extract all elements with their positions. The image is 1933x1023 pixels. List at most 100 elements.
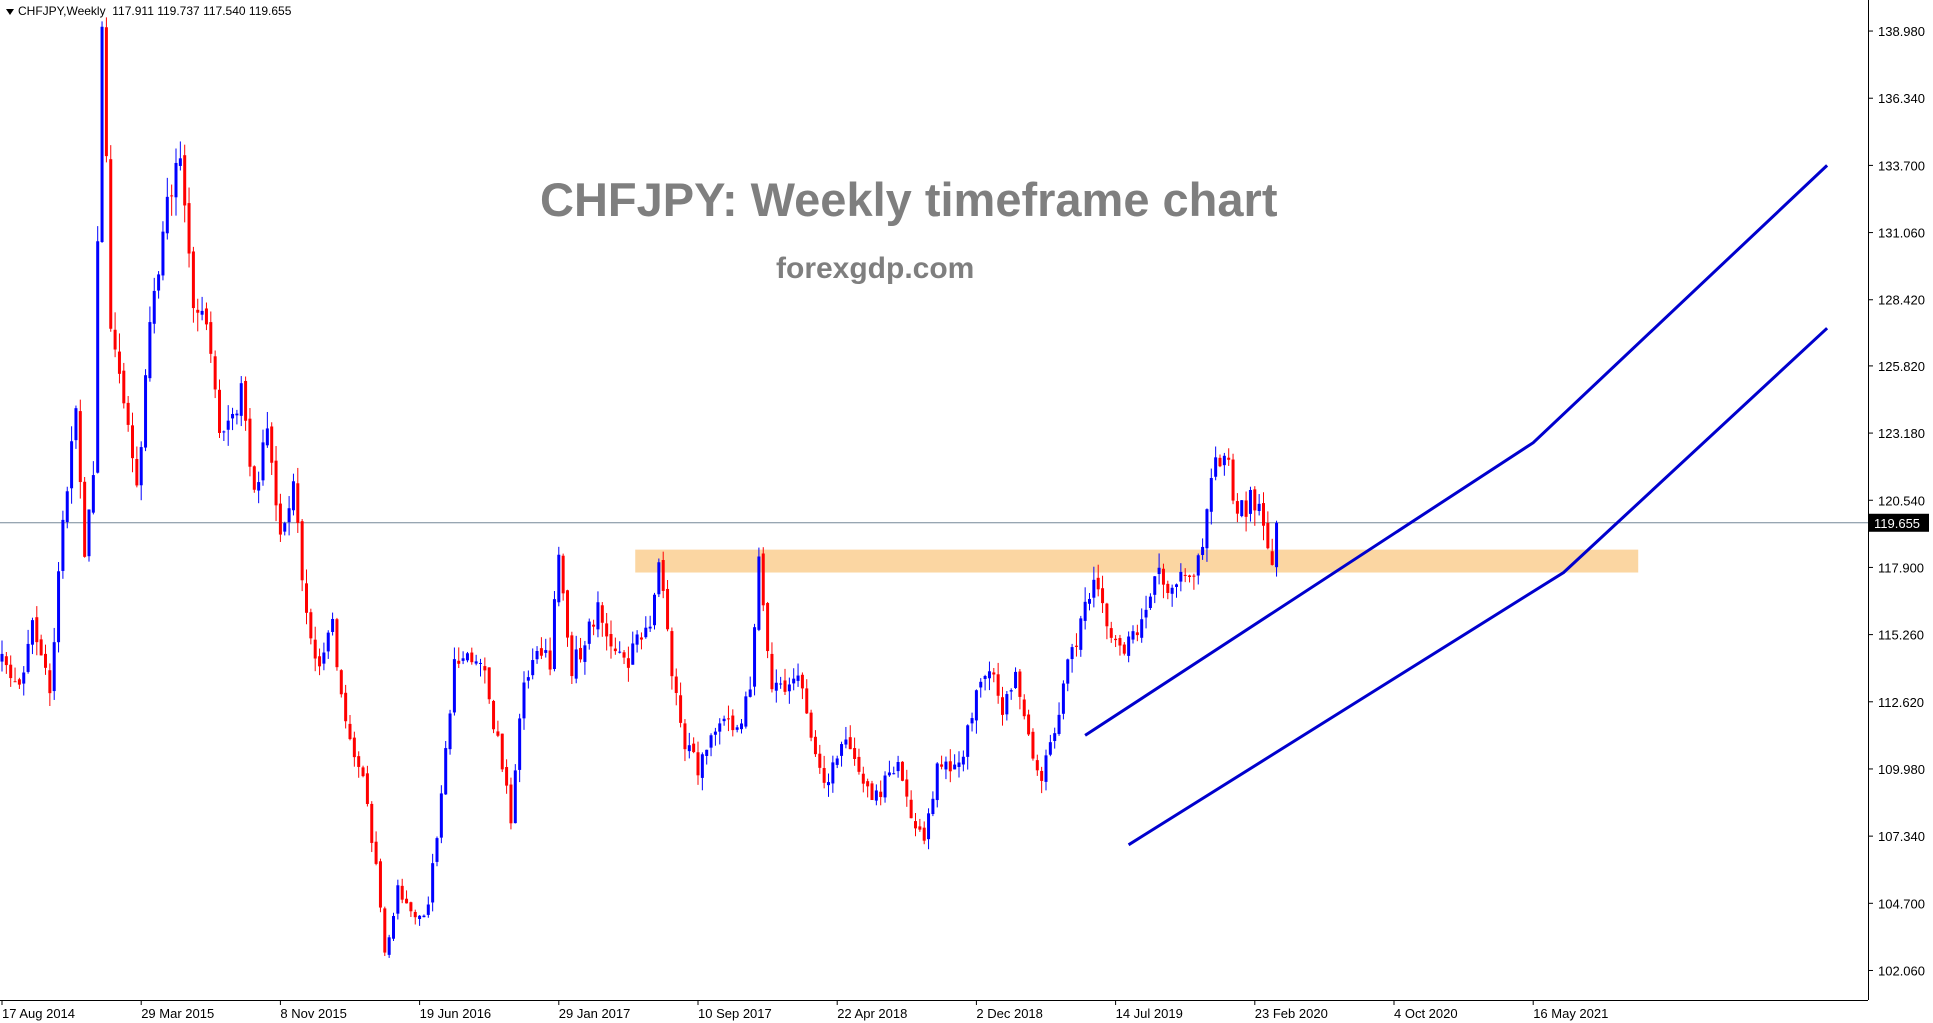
candle bbox=[1231, 453, 1235, 505]
candle-body bbox=[374, 841, 378, 864]
candle bbox=[509, 777, 513, 830]
candle bbox=[992, 667, 996, 683]
candle-body bbox=[261, 442, 265, 481]
candle-body bbox=[687, 745, 691, 752]
candle bbox=[705, 749, 709, 765]
candle-body bbox=[539, 648, 543, 656]
candle-body bbox=[365, 773, 369, 804]
candle bbox=[531, 648, 535, 680]
candle bbox=[835, 755, 839, 769]
candle bbox=[352, 731, 356, 767]
candle bbox=[674, 668, 678, 706]
candle bbox=[1183, 568, 1187, 583]
candle bbox=[1262, 492, 1265, 541]
y-tick-label: 107.340 bbox=[1878, 829, 1925, 844]
candle-body bbox=[531, 660, 535, 676]
candle bbox=[291, 473, 295, 516]
candle bbox=[117, 333, 121, 384]
candle-body bbox=[1035, 760, 1039, 771]
candle bbox=[91, 461, 95, 515]
y-tick-label: 138.980 bbox=[1878, 24, 1925, 39]
candle bbox=[135, 446, 139, 488]
candle bbox=[1209, 468, 1213, 525]
candle-body bbox=[674, 676, 678, 694]
y-tick-label: 128.420 bbox=[1878, 293, 1925, 308]
candle-body bbox=[1048, 742, 1052, 755]
candle-body bbox=[1066, 659, 1070, 684]
candle-body bbox=[109, 159, 113, 329]
candle bbox=[753, 623, 757, 696]
candle bbox=[979, 678, 983, 698]
candle bbox=[113, 312, 117, 358]
candle-body bbox=[213, 356, 217, 390]
candle-body bbox=[961, 756, 965, 765]
candle bbox=[787, 677, 791, 704]
candle-body bbox=[392, 916, 395, 939]
candle-body bbox=[144, 375, 148, 448]
candle bbox=[4, 651, 8, 674]
candle-body bbox=[918, 826, 922, 830]
candle bbox=[740, 719, 743, 734]
candle bbox=[1109, 621, 1113, 643]
candle bbox=[435, 836, 439, 867]
candle-body bbox=[653, 594, 656, 626]
candle-body bbox=[474, 661, 478, 664]
candle bbox=[387, 934, 391, 958]
candle bbox=[805, 679, 809, 715]
candle-body bbox=[1214, 457, 1218, 477]
candle-body bbox=[861, 773, 865, 784]
candle-body bbox=[209, 322, 213, 354]
candle bbox=[683, 719, 687, 762]
candle bbox=[1044, 749, 1048, 791]
candle bbox=[492, 699, 496, 734]
candle-body bbox=[635, 634, 639, 645]
candle-body bbox=[1144, 609, 1148, 618]
candle-body bbox=[1240, 500, 1244, 517]
candle-body bbox=[1227, 457, 1231, 460]
candle bbox=[1144, 595, 1148, 629]
candle bbox=[244, 376, 248, 431]
candle-body bbox=[83, 481, 87, 557]
candle-body bbox=[339, 670, 343, 695]
candle-body bbox=[370, 803, 374, 843]
candle-body bbox=[805, 688, 809, 714]
candle bbox=[218, 379, 221, 438]
candle bbox=[744, 691, 748, 729]
y-tick-label: 125.820 bbox=[1878, 359, 1925, 374]
channel-line-lower[interactable] bbox=[1127, 327, 1829, 847]
candle-body bbox=[331, 618, 335, 632]
dropdown-triangle-icon[interactable] bbox=[6, 8, 14, 15]
candle bbox=[309, 608, 313, 645]
candle-body bbox=[1135, 632, 1139, 636]
candle bbox=[161, 221, 165, 281]
candle bbox=[783, 668, 787, 696]
candle-body bbox=[439, 793, 443, 838]
candle bbox=[648, 615, 652, 632]
candle bbox=[1161, 563, 1165, 599]
candle bbox=[426, 896, 430, 918]
candle-body bbox=[579, 647, 583, 660]
candle bbox=[879, 780, 883, 806]
candle-body bbox=[1244, 500, 1248, 517]
candle-body bbox=[265, 428, 269, 446]
candle-body bbox=[126, 402, 130, 425]
candle-body bbox=[605, 623, 609, 637]
candle bbox=[1079, 615, 1083, 657]
candle bbox=[1070, 643, 1074, 673]
candle bbox=[13, 667, 17, 683]
candle bbox=[887, 760, 891, 777]
candle bbox=[70, 426, 74, 504]
candle-body bbox=[552, 599, 556, 670]
candle-body bbox=[783, 680, 787, 692]
channel-line-upper[interactable] bbox=[1084, 164, 1829, 737]
x-tick-label: 10 Sep 2017 bbox=[698, 1006, 772, 1021]
candle-body bbox=[348, 723, 352, 740]
candle-body bbox=[479, 662, 482, 664]
candle bbox=[900, 761, 904, 782]
candle-body bbox=[174, 162, 178, 198]
candle-body bbox=[870, 783, 874, 801]
candle bbox=[331, 612, 335, 636]
candle-body bbox=[400, 885, 404, 900]
candle bbox=[1175, 583, 1178, 598]
candle-body bbox=[796, 675, 800, 681]
